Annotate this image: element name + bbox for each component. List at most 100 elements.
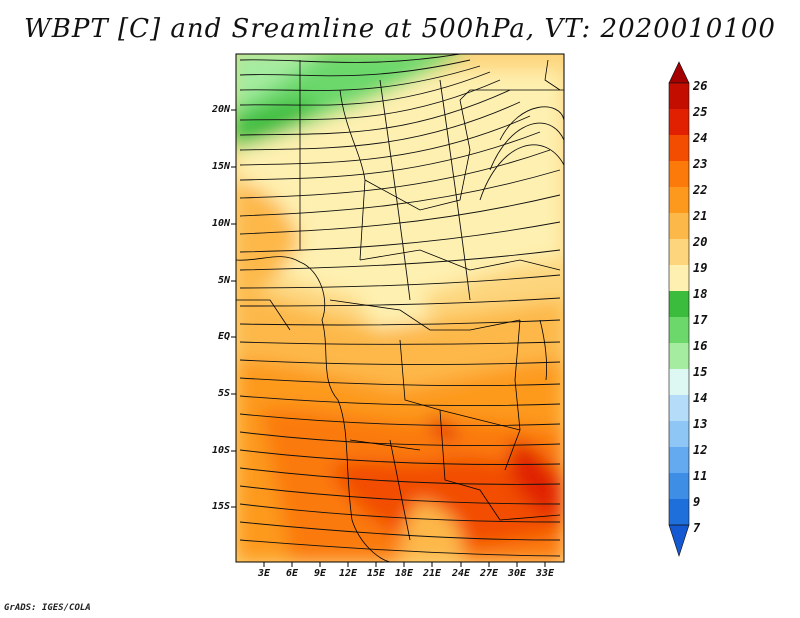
border [459,89,564,101]
lon-label: 33E [535,568,555,579]
field-24-25-spot [430,415,457,441]
streamline [239,54,461,63]
streamline [239,485,561,505]
lake-coast [539,319,548,381]
colorbar-top-arrow [668,61,690,84]
streamline [239,249,561,271]
colorbar-label: 7 [693,521,701,535]
streamline [239,521,561,541]
lon-label: 18E [394,568,414,579]
country-borders [236,59,564,562]
border [504,319,521,471]
colorbar-label: 25 [693,105,708,119]
streamline [239,221,561,253]
colorbar-bin [669,499,689,525]
lat-label: 10S [211,445,230,456]
credit-text: GrADS: IGES/COLA [4,603,91,613]
streamline [479,144,564,201]
field-17-18 [236,99,320,145]
colorbar-bin [669,109,689,135]
colorbar-bin [669,473,689,499]
streamline [239,539,561,557]
colorbar-bin [669,343,689,369]
colorbar-bin [669,213,689,239]
map-frame [236,54,564,562]
streamline [239,101,521,151]
streamline [239,319,561,326]
streamline [239,341,561,345]
axis-ticks [231,109,546,567]
colorbar-outline [668,82,690,526]
colorbar-label: 26 [693,79,708,93]
streamline [239,377,561,387]
lat-label: 5N [217,275,230,286]
coastline [236,256,391,562]
streamline [239,65,481,91]
streamline [489,122,564,171]
lat-label: 5S [217,388,230,399]
border [236,299,291,331]
colorbar-label: 19 [693,261,708,275]
lon-label: 3E [257,568,271,579]
colorbar-bin [669,317,689,343]
lon-label: 12E [338,568,358,579]
border [359,249,561,271]
colorbar-label: 9 [693,495,701,509]
streamline [239,359,561,365]
colorbar-bin [669,83,689,109]
map-border [235,53,565,563]
lat-label: 20N [211,104,230,115]
colorbar-bin [669,447,689,473]
field-16-17 [236,54,461,149]
colorbar-bin [669,395,689,421]
lon-label: 15E [366,568,386,579]
lon-label: 24E [451,568,471,579]
streamline [239,194,561,235]
border [389,439,411,541]
colorbar [668,61,690,557]
streamline [239,131,541,181]
streamline [239,71,491,106]
field-18-19 [236,70,564,300]
colorbar-label: 13 [693,417,708,431]
streamline [239,274,561,289]
streamline [239,449,561,465]
streamline [239,467,561,485]
streamline [239,89,511,136]
field-24-25 [510,440,560,520]
streamline [239,413,561,426]
lon-label: 9E [313,568,327,579]
colorbar-label: 20 [693,235,708,249]
lat-label: 10N [211,218,230,229]
lon-label: 30E [507,568,527,579]
colorbar-label: 14 [693,391,708,405]
colorbar-bin [669,265,689,291]
lon-label: 27E [479,568,499,579]
lat-label: 15S [211,501,230,512]
border [349,439,421,451]
streamline [239,115,531,166]
border [339,89,366,261]
map-title: WBPT [C] and Sreamline at 500hPa, VT: 20… [24,14,776,44]
streamline [239,297,561,307]
streamline [379,79,411,301]
colorbar-bin [669,421,689,447]
lon-label: 6E [285,568,299,579]
colorbar-label: 12 [693,443,708,457]
colorbar-label: 16 [693,339,708,353]
colorbar-bin [669,135,689,161]
colorbar-label: 21 [693,209,708,223]
colorbar-label: 11 [693,469,708,483]
colorbar-label: 22 [693,183,708,197]
streamline [239,169,561,217]
lat-label: 15N [211,161,230,172]
colorbar-bin [669,187,689,213]
colorbar-label: 24 [693,131,708,145]
streamline [439,79,471,301]
streamline [239,149,551,199]
colorbar-bin [669,161,689,187]
streamline [239,503,561,523]
colorbar-label: 23 [693,157,708,171]
colorbar-bin [669,369,689,395]
